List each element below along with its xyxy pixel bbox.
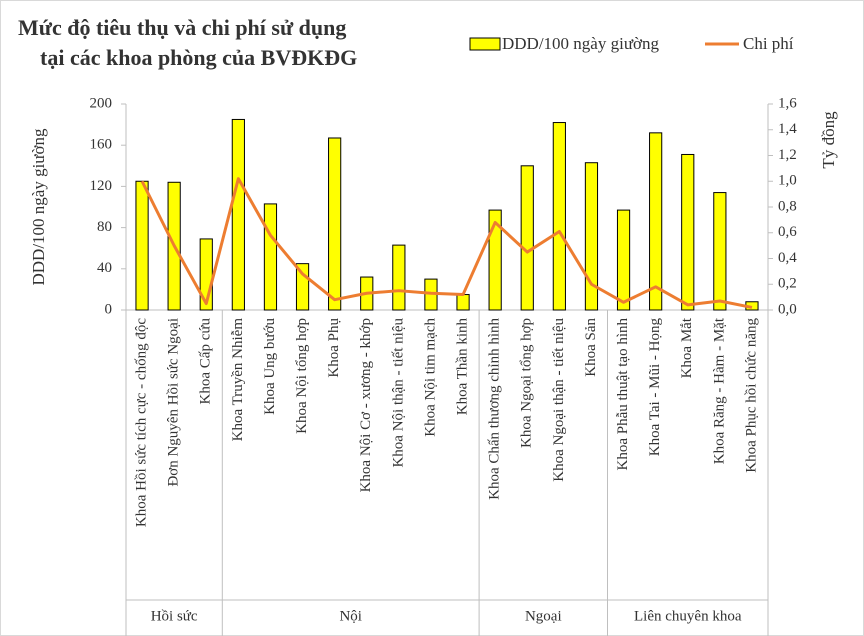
y2-tick-label: 0,4 (778, 250, 797, 266)
x-tick-label: Khoa Mắt (679, 317, 695, 378)
bar (392, 244, 406, 311)
chart-title: Mức độ tiêu thụ và chi phí sử dụng (18, 15, 346, 40)
x-tick-label: Khoa Cấp cứu (198, 318, 214, 405)
x-tick-label: Khoa Tai - Mũi - Họng (647, 318, 663, 457)
bar (488, 209, 502, 311)
y-tick-label: 40 (97, 260, 112, 276)
y2-axis-title: Tỷ đồng (819, 111, 838, 169)
x-tick-label: Khoa Ngoại tổng hợp (519, 318, 535, 448)
bar (263, 203, 278, 311)
x-tick-label: Khoa Chấn thương chỉnh hình (487, 318, 503, 500)
y-tick-label: 200 (90, 95, 113, 111)
group-label: Hồi sức (151, 608, 198, 624)
y2-tick-label: 0,8 (778, 198, 797, 214)
x-tick-label: Khoa Truyền Nhiễm (230, 318, 246, 442)
x-tick-label: Khoa Phụ (326, 318, 342, 378)
y-tick-label: 120 (90, 178, 113, 194)
y2-tick-label: 1,4 (778, 121, 797, 137)
y-tick-label: 160 (90, 137, 113, 153)
bar (584, 162, 599, 311)
y-tick-label: 80 (97, 219, 112, 235)
x-tick-label: Khoa Răng - Hàm - Mặt (711, 317, 727, 464)
x-tick-label: Khoa Hồi sức tích cực - chống độc (133, 318, 149, 527)
bar (552, 122, 566, 311)
chart-title: tại các khoa phòng của BVĐKĐG (40, 45, 357, 70)
bar (681, 153, 695, 311)
legend-label: DDD/100 ngày giường (502, 34, 660, 53)
y2-tick-label: 0,0 (778, 301, 797, 317)
x-tick-label: Khoa Nội thận - tiết niệu (390, 318, 406, 468)
y-axis-title: DDD/100 ngày giường (29, 128, 48, 286)
y2-tick-label: 0,6 (778, 224, 797, 240)
x-tick-label: Khoa Nội Cơ - xương - khớp (358, 318, 374, 492)
x-tick-label: Khoa Nội tổng hợp (294, 318, 310, 434)
y2-tick-label: 0,2 (778, 276, 797, 292)
x-tick-label: Khoa Ngoại thận - tiết niệu (551, 318, 567, 482)
legend-swatch (469, 37, 501, 51)
group-label: Ngoại (525, 608, 562, 624)
bar (328, 137, 342, 311)
group-label: Nội (339, 608, 362, 624)
x-tick-label: Khoa Phục hồi chức năng (743, 318, 759, 473)
x-tick-label: Khoa Phẫu thuật tạo hình (615, 318, 631, 471)
bar (713, 192, 727, 311)
group-label: Liên chuyên khoa (634, 608, 742, 624)
line (140, 177, 753, 309)
x-tick-label: Khoa Thần kinh (454, 318, 470, 416)
y2-tick-label: 1,6 (778, 95, 797, 111)
legend-label: Chi phí (743, 34, 794, 53)
bar (231, 118, 245, 311)
bar (135, 180, 149, 311)
bar (616, 209, 631, 311)
y2-tick-label: 1,2 (778, 147, 797, 163)
y2-tick-label: 1,0 (778, 173, 797, 189)
y-tick-label: 0 (105, 301, 113, 317)
bar (520, 165, 534, 311)
x-tick-label: Khoa Nội tim mạch (422, 318, 438, 437)
bar (649, 132, 663, 311)
bar (456, 294, 470, 311)
x-tick-label: Khoa Sản (583, 318, 599, 377)
x-tick-label: Khoa Ung bướu (262, 318, 278, 415)
x-tick-label: Đơn Nguyên Hồi sức Ngoại (166, 318, 182, 487)
